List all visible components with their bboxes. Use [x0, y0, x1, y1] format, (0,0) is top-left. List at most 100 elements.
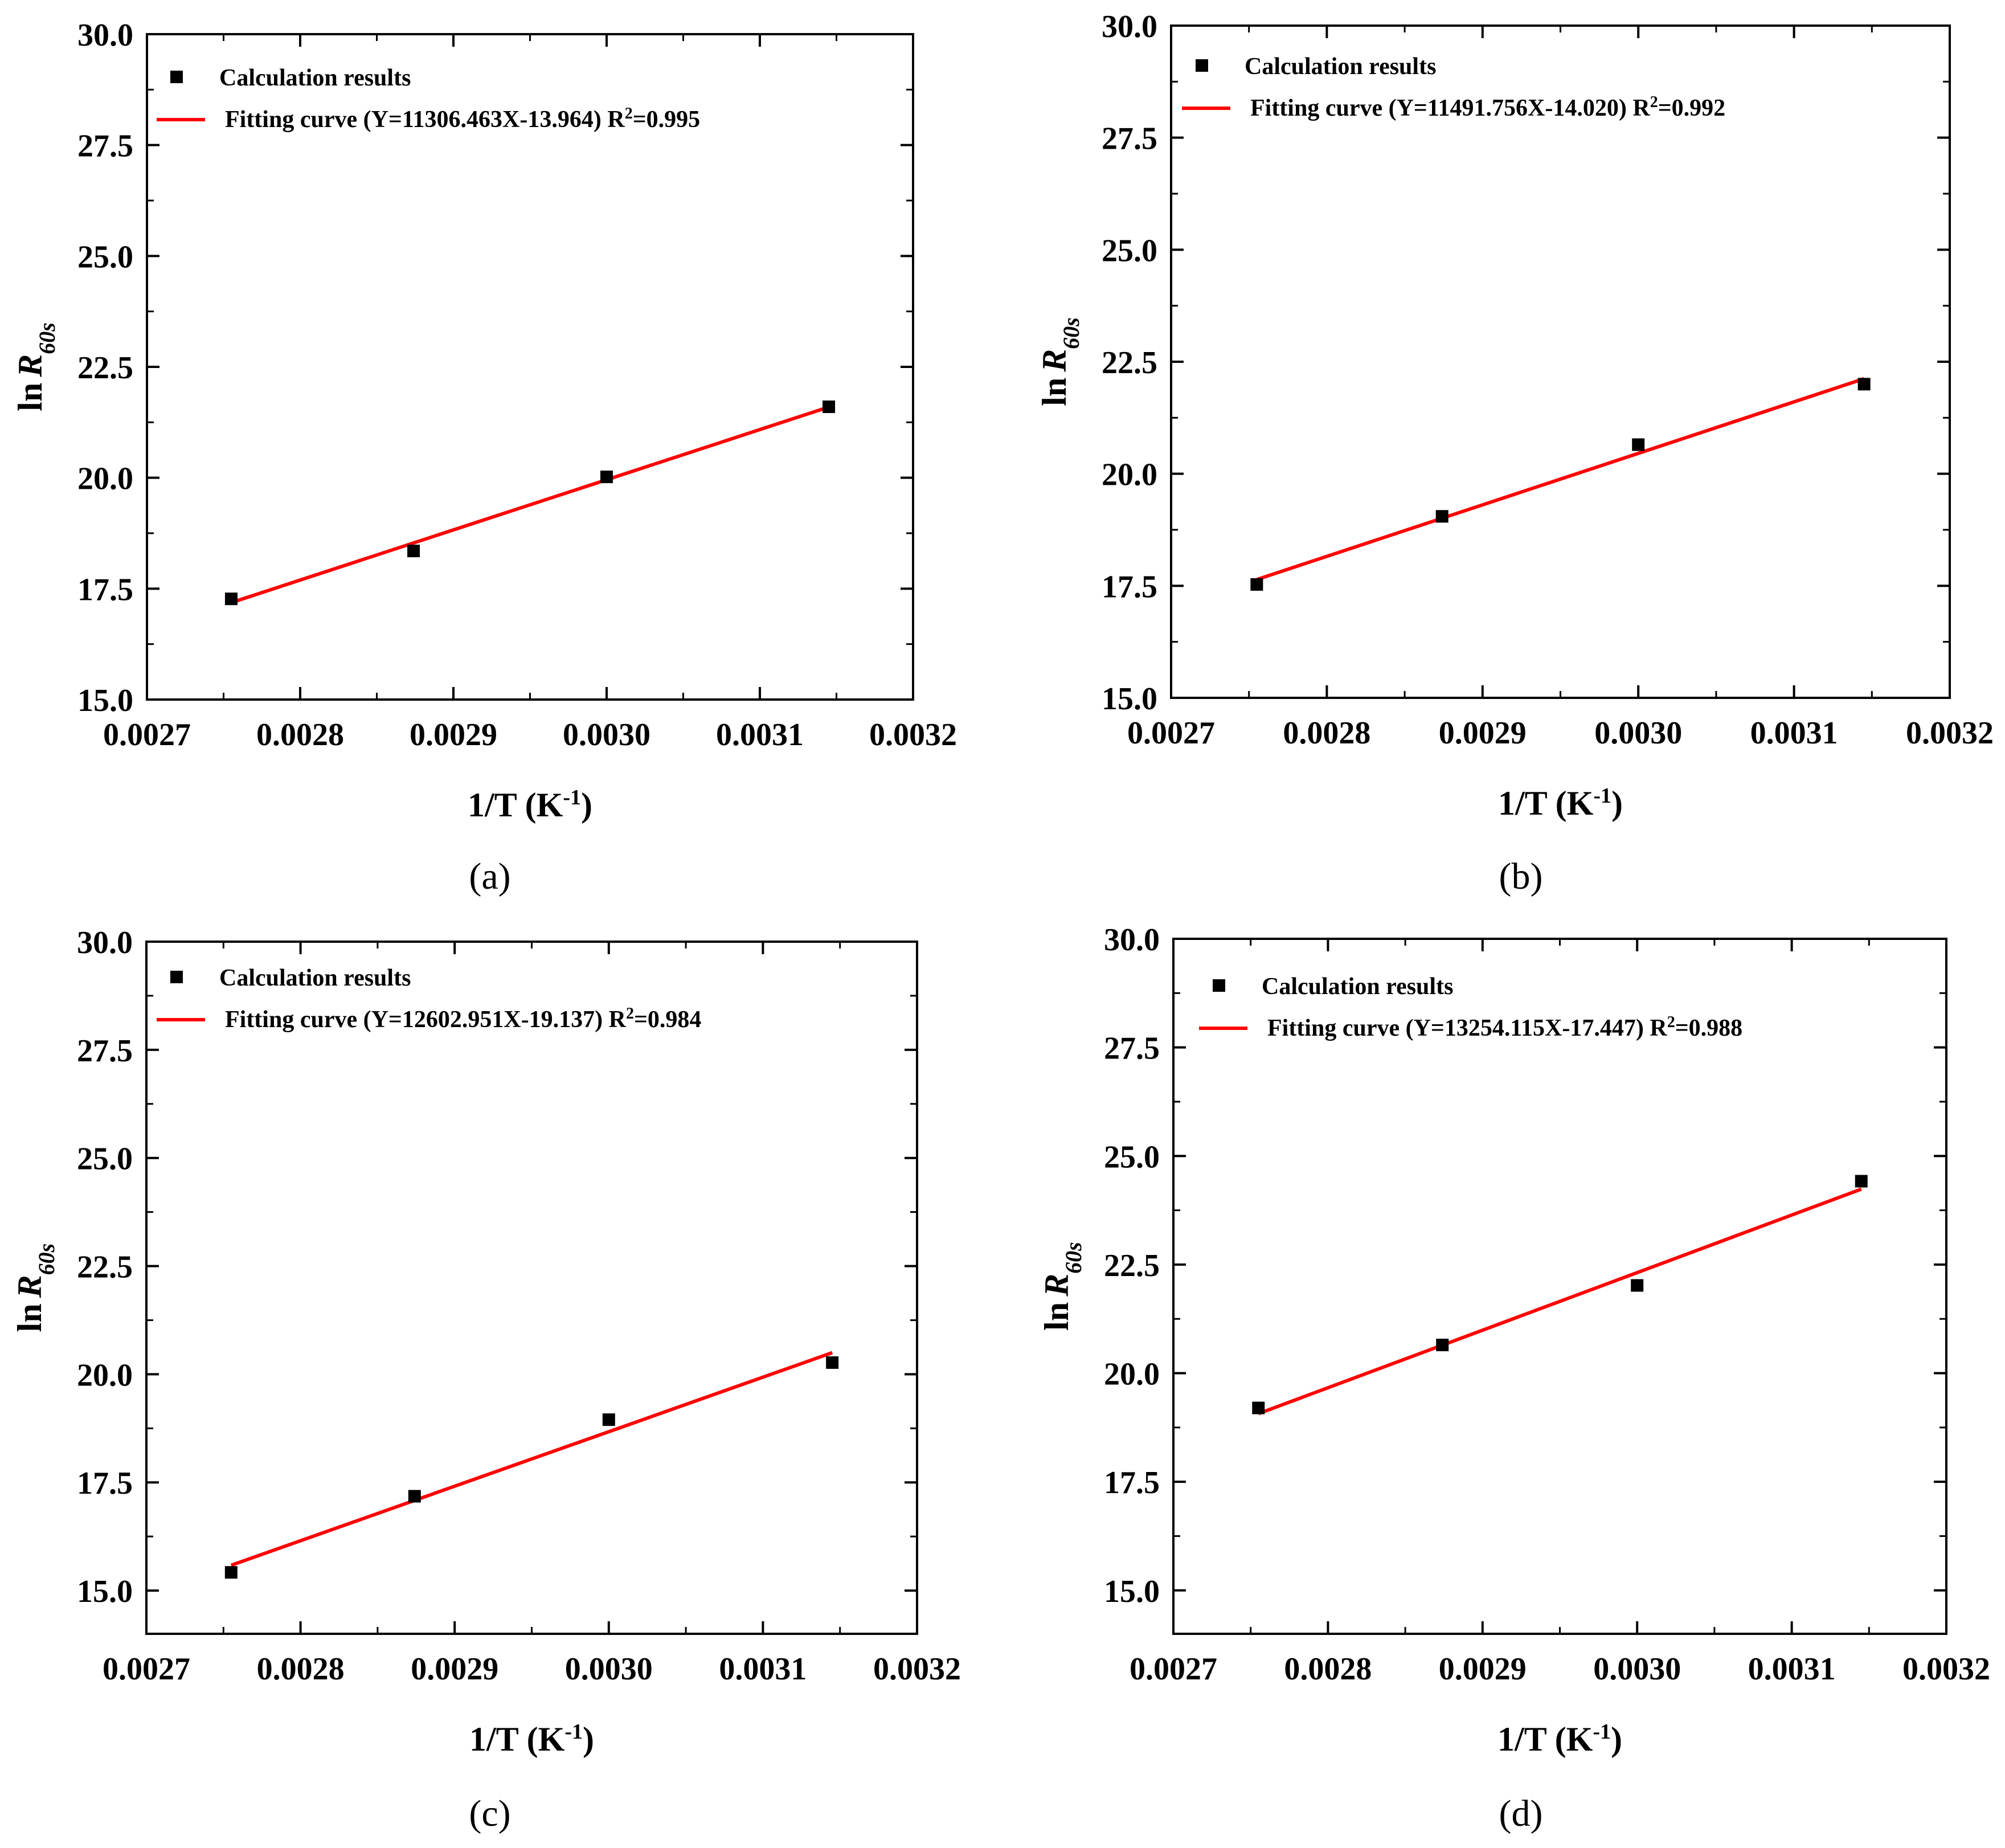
x-tick-label: 0.0028: [1283, 716, 1370, 751]
x-tick-label: 0.0029: [1439, 1651, 1527, 1687]
x-tick-label: 0.0031: [1750, 716, 1838, 751]
y-tick-label: 15.0: [77, 683, 133, 718]
y-axis-title: lnR60s: [1038, 1242, 1086, 1331]
x-tick-label: 0.0032: [873, 1651, 961, 1687]
x-axis-title: 1/T (K-1): [468, 786, 592, 824]
legend-label-fit: Fitting curve (Y=13254.115X-17.447) R2=0…: [1267, 1013, 1742, 1042]
legend-label-points: Calculation results: [1245, 54, 1436, 80]
x-tick-label: 0.0031: [719, 1651, 807, 1687]
plot-frame: [1172, 938, 1947, 1635]
x-tick-label: 0.0027: [1127, 716, 1215, 751]
x-tick-label: 0.0028: [257, 1651, 345, 1687]
legend-label-points: Calculation results: [1262, 974, 1453, 1000]
plot-frame: [1170, 24, 1951, 699]
data-point: [1855, 1175, 1868, 1188]
x-axis-title: 1/T (K-1): [1498, 784, 1623, 822]
x-tick-label: 0.0027: [1130, 1651, 1217, 1687]
y-tick-label: 20.0: [1104, 1357, 1160, 1392]
x-tick-label: 0.0027: [103, 717, 191, 753]
y-tick-label: 17.5: [1102, 569, 1157, 604]
x-tick-label: 0.0028: [256, 717, 344, 753]
y-tick-label: 17.5: [77, 1466, 133, 1501]
data-point: [1631, 1279, 1644, 1292]
data-point: [823, 400, 836, 414]
data-point: [224, 592, 238, 606]
y-tick-label: 27.5: [77, 129, 133, 164]
y-tick-label: 30.0: [77, 18, 133, 53]
fit-line: [231, 405, 829, 604]
x-tick-label: 0.0030: [565, 1651, 653, 1687]
y-tick-label: 15.0: [77, 1574, 133, 1609]
y-tick-label: 20.0: [77, 461, 133, 497]
data-point: [1435, 510, 1448, 523]
x-tick-label: 0.0032: [869, 717, 957, 753]
y-tick-label: 15.0: [1104, 1574, 1160, 1609]
data-point: [1252, 1401, 1265, 1414]
data-point: [1632, 438, 1645, 451]
y-axis-title: lnR60s: [11, 1244, 59, 1332]
chart-panel-a: 0.0027 0.0028 0.0029 0.0030 0.0031 0.0032 15.0…: [11, 18, 957, 897]
x-tick-label: 0.0030: [1593, 1651, 1681, 1687]
y-tick-label: 17.5: [1104, 1465, 1160, 1501]
plot-frame: [145, 941, 918, 1635]
x-tick-label: 0.0032: [1906, 716, 1994, 751]
data-point: [407, 545, 420, 558]
fit-line: [230, 1351, 833, 1567]
y-tick-label: 27.5: [1102, 121, 1157, 157]
legend-label-fit: Fitting curve (Y=12602.951X-19.137) R2=0…: [225, 1005, 701, 1033]
y-tick-label: 27.5: [1104, 1031, 1160, 1066]
x-tick-label: 0.0031: [1748, 1651, 1836, 1687]
legend-label-fit: Fitting curve (Y=11491.756X-14.020) R2=0…: [1250, 93, 1725, 122]
chart-panel-c: 0.0027 0.0028 0.0029 0.0030 0.0031 0.0032 15.0…: [11, 925, 961, 1834]
data-point: [826, 1356, 839, 1369]
x-tick-label: 0.0029: [1439, 716, 1527, 751]
data-point: [1436, 1338, 1449, 1351]
x-tick-label: 0.0030: [1594, 716, 1682, 751]
x-tick-label: 0.0029: [410, 717, 497, 753]
legend-label-points: Calculation results: [219, 65, 411, 91]
panel-label: (b): [1499, 856, 1543, 897]
x-tick-label: 0.0027: [103, 1651, 190, 1687]
y-tick-label: 22.5: [1104, 1248, 1160, 1283]
legend-marker: [1196, 59, 1208, 72]
y-tick-label: 20.0: [1102, 457, 1157, 493]
data-point: [408, 1490, 421, 1503]
data-point: [224, 1566, 238, 1579]
data-point: [1250, 578, 1263, 591]
y-tick-label: 22.5: [77, 350, 133, 386]
x-axis-title: 1/T (K-1): [1497, 1720, 1622, 1758]
fit-line: [1256, 377, 1865, 582]
y-tick-label: 22.5: [77, 1250, 133, 1285]
y-tick-label: 25.0: [1102, 233, 1157, 268]
x-axis-title: 1/T (K-1): [469, 1720, 594, 1758]
y-axis-title: lnR60s: [1036, 317, 1084, 406]
legend-marker: [1213, 979, 1225, 992]
data-point: [602, 1413, 615, 1426]
panel-label: (c): [469, 1793, 510, 1834]
chart-panel-d: 0.0027 0.0028 0.0029 0.0030 0.0031 0.0032 15.0…: [1038, 922, 1990, 1834]
data-point: [1857, 378, 1871, 391]
y-tick-label: 30.0: [1104, 922, 1160, 958]
x-tick-label: 0.0032: [1902, 1651, 1990, 1687]
chart-panel-b: 0.0027 0.0028 0.0029 0.0030 0.0031 0.0032 15.0…: [1036, 9, 1994, 897]
data-point: [600, 471, 613, 484]
fit-line: [1258, 1187, 1862, 1416]
y-tick-label: 25.0: [77, 1142, 133, 1177]
y-tick-label: 30.0: [77, 925, 133, 960]
y-tick-label: 30.0: [1102, 9, 1157, 44]
panel-label: (d): [1499, 1793, 1543, 1834]
plot-frame: [146, 33, 914, 701]
x-tick-label: 0.0030: [563, 717, 650, 753]
y-tick-label: 15.0: [1102, 681, 1157, 717]
x-tick-label: 0.0028: [1284, 1651, 1372, 1687]
legend-marker: [170, 971, 183, 983]
y-axis-title: lnR60s: [11, 322, 60, 411]
legend-label-fit: Fitting curve (Y=11306.463X-13.964) R2=0…: [225, 105, 700, 133]
y-tick-label: 17.5: [77, 572, 133, 607]
legend-label-points: Calculation results: [219, 965, 411, 991]
y-tick-label: 25.0: [1104, 1139, 1160, 1175]
panel-label: (a): [469, 856, 510, 897]
x-tick-label: 0.0029: [411, 1651, 498, 1687]
y-tick-label: 25.0: [77, 239, 133, 275]
